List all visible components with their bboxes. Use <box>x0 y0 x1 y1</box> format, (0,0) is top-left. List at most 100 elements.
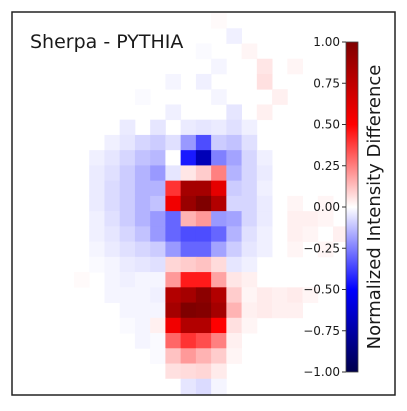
heatmap-cell <box>211 119 227 136</box>
heatmap-cell <box>256 104 273 121</box>
heatmap-cell <box>104 241 121 258</box>
heatmap-cell <box>150 180 166 197</box>
heatmap-cell <box>211 89 227 105</box>
heatmap-cell <box>287 58 303 75</box>
heatmap-cell <box>150 256 166 273</box>
colorbar <box>345 41 359 373</box>
heatmap-cell <box>241 272 258 288</box>
heatmap-cell <box>287 226 303 242</box>
heatmap-cell <box>150 241 166 258</box>
heatmap-cell <box>195 119 212 136</box>
heatmap-cell <box>195 165 212 182</box>
heatmap-cell <box>150 211 166 227</box>
heatmap-cell <box>104 211 121 227</box>
heatmap-cell <box>134 226 151 242</box>
heatmap-cell <box>165 73 182 90</box>
heatmap-cell <box>104 165 121 182</box>
heatmap-cell <box>165 134 182 151</box>
heatmap-cell <box>150 272 166 288</box>
heatmap-cell <box>180 287 197 303</box>
heatmap-cell <box>226 348 242 364</box>
heatmap-cell <box>104 195 121 212</box>
heatmap-cell <box>211 333 227 349</box>
heatmap-cell <box>180 165 197 182</box>
heatmap-cell <box>241 211 258 227</box>
heatmap-cell <box>241 150 258 166</box>
heatmap-cell <box>134 134 151 151</box>
heatmap-cell <box>256 211 273 227</box>
heatmap-cell <box>272 302 288 319</box>
heatmap-cell <box>226 104 242 121</box>
heatmap-cell <box>104 287 121 303</box>
heatmap-cell <box>256 241 273 258</box>
heatmap-cell <box>180 348 197 364</box>
heatmap-cell <box>211 256 227 273</box>
colorbar-tick-label: 0.00 <box>313 200 340 214</box>
heatmap-cell <box>89 180 105 197</box>
heatmap-cell <box>150 317 166 334</box>
heatmap-cell <box>89 150 105 166</box>
heatmap-cell <box>180 272 197 288</box>
heatmap-cell <box>89 241 105 258</box>
heatmap-cell <box>134 287 151 303</box>
heatmap-cell <box>134 256 151 273</box>
heatmap-cell <box>195 241 212 258</box>
heatmap-cell <box>165 378 182 395</box>
heatmap-cell <box>333 226 349 242</box>
heatmap-cell <box>272 89 288 105</box>
heatmap-cell <box>165 348 182 364</box>
heatmap-cell <box>119 195 136 212</box>
heatmap-cell <box>180 302 197 319</box>
heatmap-cell <box>150 195 166 212</box>
heatmap-cell <box>165 363 182 380</box>
heatmap-cell <box>134 195 151 212</box>
heatmap-cell <box>165 195 182 212</box>
plot-frame <box>11 11 396 396</box>
heatmap-cell <box>241 226 258 242</box>
heatmap-cell <box>256 195 273 212</box>
heatmap-cell <box>195 272 212 288</box>
heatmap-cell <box>180 226 197 242</box>
heatmap-cell <box>287 287 303 303</box>
heatmap-cell <box>241 134 258 151</box>
heatmap-cell <box>211 180 227 197</box>
heatmap-cell <box>195 134 212 151</box>
heatmap-cell <box>211 378 227 395</box>
heatmap-cell <box>226 317 242 334</box>
heatmap-cell <box>211 58 227 75</box>
heatmap-cell <box>226 134 242 151</box>
heatmap-cell <box>302 287 319 303</box>
heatmap-cell <box>287 211 303 227</box>
heatmap-cell <box>241 195 258 212</box>
heatmap-cell <box>119 180 136 197</box>
heatmap-cell <box>89 211 105 227</box>
heatmap-cell <box>302 226 319 242</box>
heatmap-cell <box>119 272 136 288</box>
heatmap-cell <box>89 195 105 212</box>
heatmap-cell <box>165 256 182 273</box>
heatmap-cell <box>195 287 212 303</box>
heatmap-cell <box>180 333 197 349</box>
heatmap-cell <box>134 302 151 319</box>
heatmap-cell <box>195 195 212 212</box>
heatmap-cell <box>226 150 242 166</box>
heatmap-cell <box>211 150 227 166</box>
heatmap-cell <box>150 287 166 303</box>
colorbar-ticks: 1.00 0.75 0.50 0.25 0.00 −0.25 −0.50 −0.75 −1.00 <box>303 35 346 379</box>
heatmap-cell <box>211 348 227 364</box>
heatmap-cell <box>150 226 166 242</box>
heatmap-cell <box>302 211 319 227</box>
heatmap-cell <box>226 180 242 197</box>
heatmap-cell <box>165 287 182 303</box>
heatmap-cell <box>241 287 258 303</box>
heatmap-cell <box>119 211 136 227</box>
heatmap-cell <box>150 134 166 151</box>
heatmap-cell <box>119 256 136 273</box>
heatmap-cell <box>165 104 182 121</box>
heatmap-cell <box>104 150 121 166</box>
heatmap-cell <box>165 150 182 166</box>
heatmap-cell <box>195 150 212 166</box>
heatmap-cell <box>119 226 136 242</box>
heatmap-cell <box>195 348 212 364</box>
heatmap-cell <box>119 165 136 182</box>
